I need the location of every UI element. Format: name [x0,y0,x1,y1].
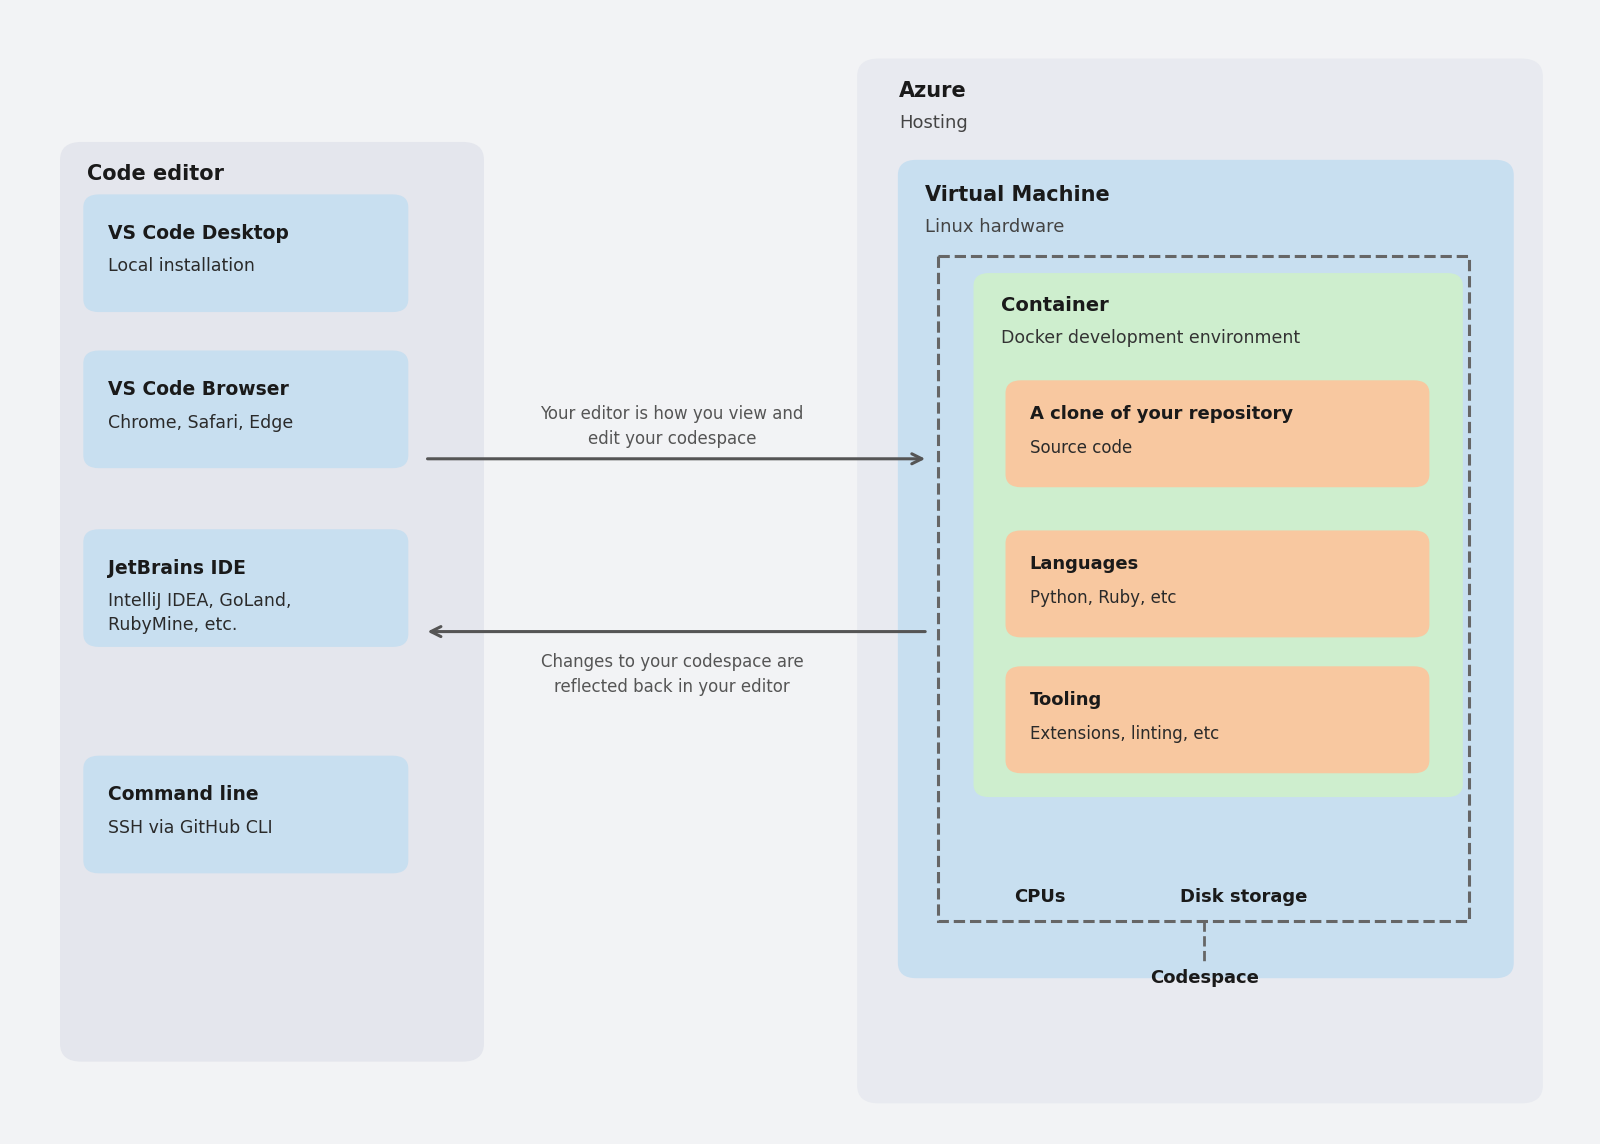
Text: Changes to your codespace are
reflected back in your editor: Changes to your codespace are reflected … [541,653,803,696]
FancyBboxPatch shape [61,143,483,1060]
Text: A clone of your repository: A clone of your repository [1030,405,1293,423]
Text: Your editor is how you view and
edit your codespace: Your editor is how you view and edit you… [541,405,803,448]
Text: Source code: Source code [1030,438,1133,456]
FancyBboxPatch shape [85,351,408,467]
Text: Codespace: Codespace [1150,969,1259,987]
Text: JetBrains IDE: JetBrains IDE [107,559,245,578]
Text: Chrome, Safari, Edge: Chrome, Safari, Edge [107,413,293,431]
Text: Container: Container [1000,295,1109,315]
Text: Python, Ruby, etc: Python, Ruby, etc [1030,589,1176,606]
Text: Tooling: Tooling [1030,691,1102,709]
Text: Command line: Command line [107,785,258,804]
Text: Extensions, linting, etc: Extensions, linting, etc [1030,724,1219,742]
Text: Docker development environment: Docker development environment [1000,329,1299,347]
Text: IntelliJ IDEA, GoLand,
RubyMine, etc.: IntelliJ IDEA, GoLand, RubyMine, etc. [107,593,291,634]
FancyBboxPatch shape [858,59,1542,1103]
Text: CPUs: CPUs [1014,888,1066,906]
Text: Linux hardware: Linux hardware [925,219,1064,236]
Bar [938,256,1469,921]
Text: Code editor: Code editor [88,165,224,184]
FancyBboxPatch shape [1006,532,1429,636]
FancyBboxPatch shape [85,531,408,646]
FancyBboxPatch shape [974,275,1462,796]
FancyBboxPatch shape [85,756,408,872]
FancyBboxPatch shape [1006,381,1429,486]
Text: Languages: Languages [1030,555,1139,573]
Text: VS Code Browser: VS Code Browser [107,380,288,399]
Text: Virtual Machine: Virtual Machine [925,184,1110,205]
Text: Local installation: Local installation [107,257,254,276]
Text: SSH via GitHub CLI: SSH via GitHub CLI [107,819,272,836]
Text: Disk storage: Disk storage [1179,888,1307,906]
FancyBboxPatch shape [85,196,408,311]
Text: Azure: Azure [899,81,966,101]
FancyBboxPatch shape [1006,667,1429,772]
FancyBboxPatch shape [899,161,1512,977]
Text: VS Code Desktop: VS Code Desktop [107,224,288,243]
Text: Hosting: Hosting [899,114,968,133]
